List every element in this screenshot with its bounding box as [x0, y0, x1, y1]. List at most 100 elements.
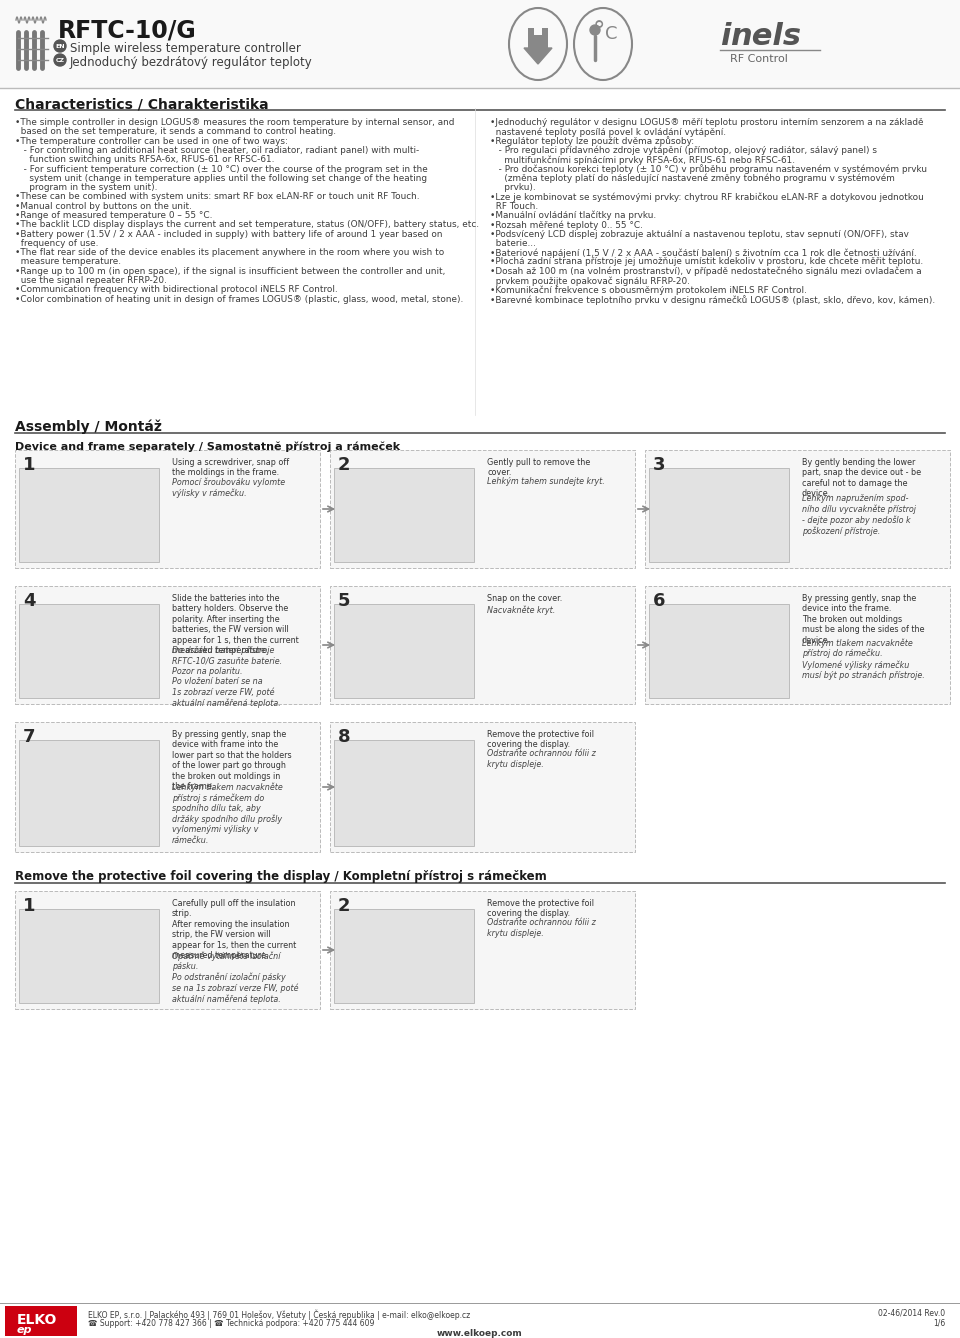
Text: •Communication frequency with bidirectional protocol iNELS RF Control.: •Communication frequency with bidirectio…: [15, 285, 338, 294]
Text: ☎ Support: +420 778 427 366 | ☎ Technická podpora: +420 775 444 609: ☎ Support: +420 778 427 366 | ☎ Technick…: [88, 1319, 374, 1329]
Text: Characteristics / Charakteristika: Characteristics / Charakteristika: [15, 96, 269, 111]
Text: By pressing gently, snap the
device with frame into the
lower part so that the h: By pressing gently, snap the device with…: [172, 731, 292, 791]
Text: •Range of measured temperature 0 – 55 °C.: •Range of measured temperature 0 – 55 °C…: [15, 211, 212, 219]
Text: •Dosah až 100 m (na volném prostranství), v případě nedostatečného signálu mezi : •Dosah až 100 m (na volném prostranství)…: [490, 266, 922, 277]
Text: •Bateriové napájení (1,5 V / 2 x AAA - součástí balení) s životním cca 1 rok dle: •Bateriové napájení (1,5 V / 2 x AAA - s…: [490, 249, 917, 258]
Text: Using a screwdriver, snap off
the moldings in the frame.: Using a screwdriver, snap off the moldin…: [172, 458, 289, 478]
Text: •The backlit LCD display displays the current and set temperature, status (ON/OF: •The backlit LCD display displays the cu…: [15, 221, 479, 229]
Bar: [334, 603, 474, 698]
Text: 1: 1: [23, 456, 36, 474]
Text: •Manuální ovládání tlačítky na prvku.: •Manuální ovládání tlačítky na prvku.: [490, 211, 656, 221]
Bar: [334, 740, 474, 846]
Text: Lehkým tlakem nacvakněte
přístroj s rámečkem do
spodního dílu tak, aby
držáky sp: Lehkým tlakem nacvakněte přístroj s ráme…: [172, 783, 283, 844]
Bar: [334, 468, 474, 562]
Text: •The flat rear side of the device enables its placement anywhere in the room whe: •The flat rear side of the device enable…: [15, 249, 444, 257]
Text: Odstraňte ochrannou fólii z
krytu displeje.: Odstraňte ochrannou fólii z krytu disple…: [487, 749, 596, 769]
Text: Simple wireless temperature controller: Simple wireless temperature controller: [70, 41, 300, 55]
Text: •Podsvícený LCD displej zobrazuje aktuální a nastavenou teplotu, stav sepnutí (O: •Podsvícený LCD displej zobrazuje aktuál…: [490, 230, 909, 238]
Text: Pomocí šroubováku vylomte
výlisky v rámečku.: Pomocí šroubováku vylomte výlisky v ráme…: [172, 478, 285, 498]
Text: 6: 6: [653, 591, 665, 610]
Bar: [15, 891, 320, 1009]
Text: •Jednoduchý regulátor v designu LOGUS® měří teplotu prostoru interním senzorem a: •Jednoduchý regulátor v designu LOGUS® m…: [490, 118, 924, 127]
Text: ep: ep: [17, 1325, 33, 1335]
Bar: [649, 603, 789, 698]
Text: 1/6: 1/6: [933, 1319, 945, 1329]
Text: •Range up to 100 m (in open space), if the signal is insufficient between the co: •Range up to 100 m (in open space), if t…: [15, 266, 445, 276]
Bar: [330, 586, 635, 704]
Text: C: C: [605, 25, 617, 43]
Text: Remove the protective foil
covering the display.: Remove the protective foil covering the …: [487, 899, 594, 918]
Text: 2: 2: [338, 456, 350, 474]
Text: function switching units RFSA-6x, RFUS-61 or RFSC-61.: function switching units RFSA-6x, RFUS-6…: [15, 155, 275, 165]
Text: •Battery power (1.5V / 2 x AAA - included in supply) with battery life of around: •Battery power (1.5V / 2 x AAA - include…: [15, 230, 443, 238]
Text: 8: 8: [338, 728, 350, 747]
Text: prvkem použijte opakovač signálu RFRP-20.: prvkem použijte opakovač signálu RFRP-20…: [490, 276, 690, 285]
Bar: [645, 586, 950, 704]
Text: Lehkým tahem sundejte kryt.: Lehkým tahem sundejte kryt.: [487, 478, 605, 487]
Text: nastavené teploty posílá povel k ovládání vytápění.: nastavené teploty posílá povel k ovládán…: [490, 127, 726, 136]
Circle shape: [54, 54, 66, 66]
Text: 4: 4: [23, 591, 36, 610]
Text: •Lze je kombinovat se systémovými prvky: chytrou RF krabičkou eLAN-RF a dotykovo: •Lze je kombinovat se systémovými prvky:…: [490, 193, 924, 202]
Text: •Plochá zadní strana přístroje jej umožňuje umístit kdekoliv v prostoru, kde chc: •Plochá zadní strana přístroje jej umožň…: [490, 257, 924, 266]
Text: 1: 1: [23, 896, 36, 915]
Text: Lehkým tlakem nacvakněte
přístroj do rámečku.
Vylomené výlisky rámečku
musí být : Lehkým tlakem nacvakněte přístroj do rám…: [802, 638, 924, 680]
Text: 3: 3: [653, 456, 665, 474]
Text: Slide the batteries into the
battery holders. Observe the
polarity. After insert: Slide the batteries into the battery hol…: [172, 594, 299, 656]
Bar: [19, 740, 159, 846]
Text: baterie...: baterie...: [490, 240, 536, 248]
Text: prvku).: prvku).: [490, 183, 536, 193]
Text: - For controlling an additional heat source (heater, oil radiator, radiant panel: - For controlling an additional heat sou…: [15, 146, 420, 155]
Text: RF Control: RF Control: [730, 54, 788, 64]
Text: Remove the protective foil
covering the display.: Remove the protective foil covering the …: [487, 731, 594, 749]
Bar: [19, 468, 159, 562]
Text: Remove the protective foil covering the display / Kompletní přístroj s rámečkem: Remove the protective foil covering the …: [15, 870, 547, 883]
Text: By pressing gently, snap the
device into the frame.
The broken out moldings
must: By pressing gently, snap the device into…: [802, 594, 924, 645]
Text: frequency of use.: frequency of use.: [15, 240, 98, 248]
Text: nels: nels: [730, 21, 801, 51]
Text: Do držáku baterí přístroje
RFTC-10/G zasuňte baterie.
Pozor na polaritu.
Po vlož: Do držáku baterí přístroje RFTC-10/G zas…: [172, 646, 282, 708]
Bar: [330, 891, 635, 1009]
Text: •The temperature controller can be used in one of two ways:: •The temperature controller can be used …: [15, 136, 288, 146]
Bar: [330, 450, 635, 569]
Bar: [15, 723, 320, 852]
Text: measure temperature.: measure temperature.: [15, 257, 121, 266]
Text: - Pro dočasnou korekci teploty (± 10 °C) v průběhu programu nastaveném v systémo: - Pro dočasnou korekci teploty (± 10 °C)…: [490, 165, 927, 174]
Text: Jednoduchý bezdrátový regulátor teploty: Jednoduchý bezdrátový regulátor teploty: [70, 56, 313, 70]
Text: •Regulátor teploty lze použít dvěma způsoby:: •Regulátor teploty lze použít dvěma způs…: [490, 136, 694, 146]
Bar: [649, 468, 789, 562]
Text: •Manual control by buttons on the unit.: •Manual control by buttons on the unit.: [15, 202, 192, 210]
Bar: [15, 450, 320, 569]
Text: multifunkčními spínácími prvky RFSA-6x, RFUS-61 nebo RFSC-61.: multifunkčními spínácími prvky RFSA-6x, …: [490, 155, 795, 165]
Bar: [330, 723, 635, 852]
Text: Opatrně vytáhněte izolační
pásku.
Po odstranění izolační pásky
se na 1s zobrazí : Opatrně vytáhněte izolační pásku. Po ods…: [172, 951, 299, 1004]
Text: - Pro regulaci přídavného zdroje vytápění (přímotop, olejový radiátor, sálavý pa: - Pro regulaci přídavného zdroje vytápěn…: [490, 146, 877, 155]
Bar: [534, 24, 542, 35]
Text: •The simple controller in design LOGUS® measures the room temperature by interna: •The simple controller in design LOGUS® …: [15, 118, 454, 127]
Text: 5: 5: [338, 591, 350, 610]
Text: system unit (change in temperature applies until the following set change of the: system unit (change in temperature appli…: [15, 174, 427, 183]
Text: °: °: [592, 20, 605, 44]
Text: www.elkoep.com: www.elkoep.com: [437, 1329, 523, 1338]
Text: (změna teploty platí do následující nastavené změny tobného programu v systémové: (změna teploty platí do následující nast…: [490, 174, 895, 183]
Text: ELKO: ELKO: [17, 1313, 58, 1327]
Text: •Barevné kombinace teplotního prvku v designu rámečků LOGUS® (plast, sklo, dřevo: •Barevné kombinace teplotního prvku v de…: [490, 294, 935, 305]
Text: By gently bending the lower
part, snap the device out - be
careful not to damage: By gently bending the lower part, snap t…: [802, 458, 922, 498]
Text: Lehkým napružením spod-
ního dílu vycvakněte přístroj
- dejte pozor aby nedošlo : Lehkým napružením spod- ního dílu vycvak…: [802, 494, 916, 535]
Text: 02-46/2014 Rev.0: 02-46/2014 Rev.0: [877, 1309, 945, 1318]
Text: 7: 7: [23, 728, 36, 747]
Text: EN: EN: [55, 44, 65, 48]
Text: Snap on the cover.: Snap on the cover.: [487, 594, 563, 603]
Text: 2: 2: [338, 896, 350, 915]
Text: Odstraňte ochrannou fólii z
krytu displeje.: Odstraňte ochrannou fólii z krytu disple…: [487, 918, 596, 938]
Text: Carefully pull off the insulation
strip.
After removing the insulation
strip, th: Carefully pull off the insulation strip.…: [172, 899, 297, 959]
Text: RFTC-10/G: RFTC-10/G: [58, 17, 197, 41]
Text: i: i: [720, 21, 731, 51]
Circle shape: [54, 40, 66, 52]
Text: Device and frame separately / Samostatně přístroj a rámeček: Device and frame separately / Samostatně…: [15, 442, 400, 451]
Text: •Komunikační frekvence s obousměrným protokolem iNELS RF Control.: •Komunikační frekvence s obousměrným pro…: [490, 285, 806, 294]
Text: •These can be combined with system units: smart RF box eLAN-RF or touch unit RF : •These can be combined with system units…: [15, 193, 420, 202]
Text: - For sufficient temperature correction (± 10 °C) over the course of the program: - For sufficient temperature correction …: [15, 165, 428, 174]
Bar: [5, 1306, 77, 1337]
Text: •Color combination of heating unit in design of frames LOGUS® (plastic, glass, w: •Color combination of heating unit in de…: [15, 294, 464, 304]
